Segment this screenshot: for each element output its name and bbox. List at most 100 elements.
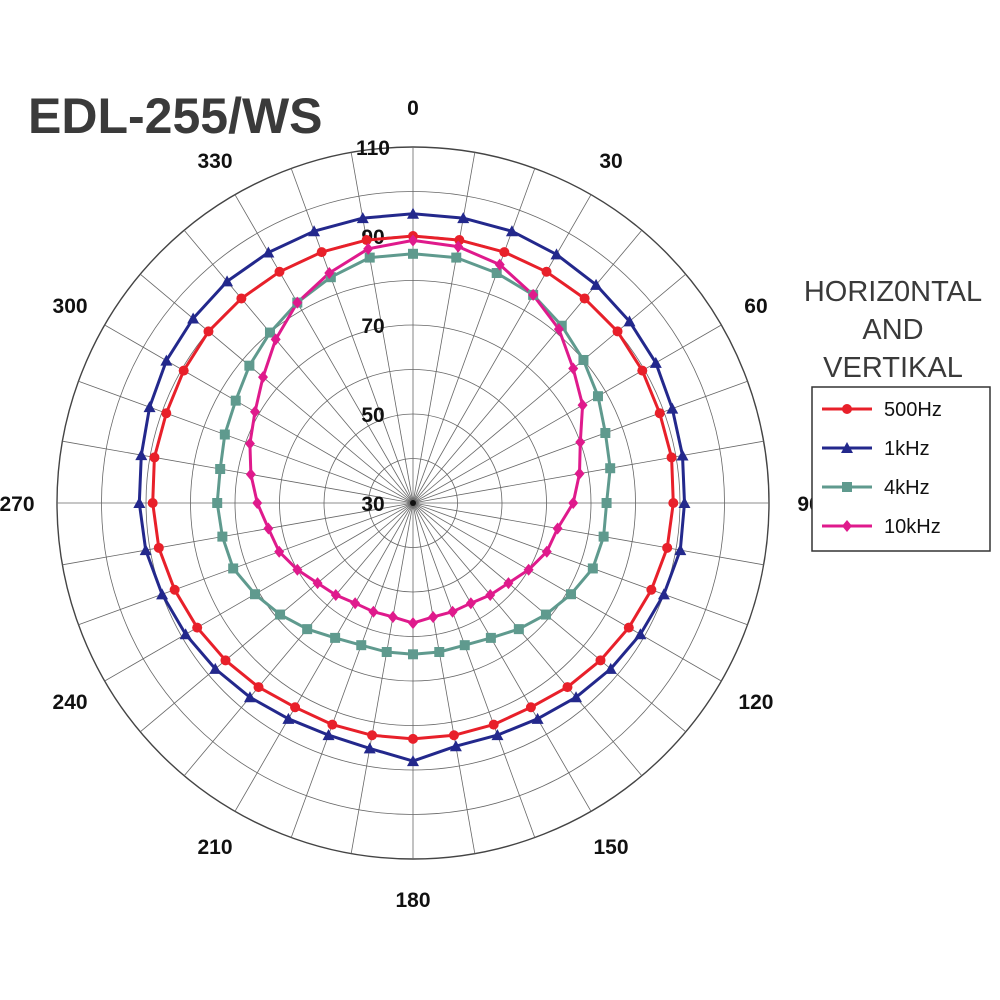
point-10khz-310 (258, 371, 269, 384)
legend: 500Hz 1kHz 4kHz 10kHz (811, 386, 991, 552)
point-10khz-30 (528, 288, 539, 301)
point-1khz-320 (221, 275, 234, 287)
point-1khz-190 (363, 742, 376, 754)
grid-spoke-170 (412, 502, 476, 854)
point-4khz-0 (408, 248, 418, 259)
series-line-1khz (137, 212, 686, 763)
point-500hz-220 (253, 682, 264, 693)
point-4khz-220 (302, 624, 313, 635)
legend-label-10khz: 10kHz (884, 516, 941, 538)
point-4khz-110 (587, 563, 598, 574)
point-1khz-240 (179, 628, 192, 640)
point-4khz-280 (215, 463, 226, 474)
point-10khz-100 (552, 522, 563, 535)
point-10khz-170 (428, 610, 439, 623)
point-4khz-200 (356, 640, 367, 651)
grid-spoke-40 (412, 230, 643, 504)
point-500hz-310 (203, 326, 214, 337)
point-1khz-280 (135, 449, 148, 461)
point-1khz-140 (570, 691, 583, 703)
grid-spoke-100 (412, 502, 764, 566)
point-1khz-180 (407, 755, 419, 767)
point-1khz-230 (209, 662, 222, 674)
grid-spoke-280 (62, 440, 414, 504)
angle-label-180: 180 (395, 889, 430, 912)
point-10khz-50 (568, 362, 579, 375)
point-4khz-140 (513, 624, 524, 635)
point-500hz-290 (161, 408, 172, 419)
angle-label-120: 120 (738, 691, 773, 714)
series-line-4khz (215, 252, 612, 656)
point-10khz-250 (274, 545, 285, 558)
polar-grid (56, 146, 770, 860)
point-1khz-80 (676, 449, 689, 461)
point-4khz-160 (459, 640, 470, 651)
point-10khz-40 (553, 323, 564, 336)
point-500hz-270 (147, 498, 158, 508)
point-4khz-240 (249, 589, 260, 600)
grid-spoke-340 (290, 168, 414, 504)
angle-label-210: 210 (197, 836, 232, 859)
angle-label-0: 0 (407, 97, 419, 120)
legend-marker-1khz (841, 442, 853, 453)
grid-spoke-210 (234, 502, 414, 812)
point-500hz-20 (499, 247, 510, 258)
point-4khz-50 (578, 354, 589, 365)
legend-marker-4khz (842, 482, 852, 492)
point-4khz-210 (330, 632, 341, 643)
legend-label-4khz: 4kHz (884, 477, 930, 499)
point-4khz-350 (364, 252, 375, 263)
grid-center (410, 500, 416, 506)
point-10khz-150 (465, 597, 476, 610)
point-10khz-230 (312, 577, 323, 590)
point-500hz-300 (178, 365, 189, 376)
point-4khz-120 (566, 589, 577, 600)
point-1khz-340 (308, 225, 321, 237)
point-4khz-320 (264, 327, 275, 338)
point-500hz-230 (220, 655, 231, 666)
point-1khz-90 (678, 497, 691, 508)
chart-subtitle-line-1: HORIZ0NTAL (804, 276, 982, 308)
grid-spoke-220 (183, 502, 414, 776)
point-4khz-300 (230, 395, 241, 406)
angle-label-330: 330 (197, 150, 232, 173)
point-10khz-330 (292, 296, 303, 309)
point-500hz-70 (654, 408, 665, 419)
point-10khz-280 (245, 468, 256, 481)
point-10khz-130 (503, 577, 514, 590)
point-500hz-180 (408, 733, 418, 744)
chart-title: EDL-255/WS (28, 88, 323, 144)
point-500hz-140 (562, 682, 573, 693)
point-4khz-250 (228, 563, 239, 574)
angle-label-240: 240 (53, 691, 88, 714)
grid-spoke-310 (140, 273, 414, 504)
point-4khz-80 (605, 463, 616, 474)
point-500hz-60 (637, 365, 648, 376)
grid-spoke-110 (412, 502, 748, 626)
point-500hz-50 (612, 326, 623, 337)
point-1khz-310 (187, 312, 200, 324)
grid-spoke-140 (412, 502, 643, 776)
ring-label-110: 110 (356, 137, 390, 160)
legend-marker-500hz (842, 404, 852, 414)
point-1khz-300 (160, 354, 173, 366)
point-4khz-170 (434, 647, 445, 658)
point-10khz-270 (252, 497, 263, 509)
point-500hz-330 (274, 266, 285, 277)
point-500hz-30 (541, 266, 552, 277)
legend-label-1khz: 1kHz (884, 438, 930, 460)
point-500hz-90 (668, 498, 679, 508)
point-1khz-270 (133, 497, 146, 508)
ring-label-30: 30 (361, 493, 384, 516)
grid-spoke-60 (412, 324, 722, 504)
point-500hz-340 (316, 247, 327, 258)
point-1khz-290 (143, 401, 156, 413)
point-1khz-20 (505, 225, 518, 237)
point-1khz-130 (604, 662, 617, 674)
point-500hz-150 (525, 702, 536, 713)
point-10khz-340 (324, 267, 335, 280)
grid-spoke-260 (62, 502, 414, 566)
point-500hz-350 (361, 235, 372, 246)
point-4khz-70 (600, 427, 611, 438)
point-1khz-160 (491, 729, 504, 741)
